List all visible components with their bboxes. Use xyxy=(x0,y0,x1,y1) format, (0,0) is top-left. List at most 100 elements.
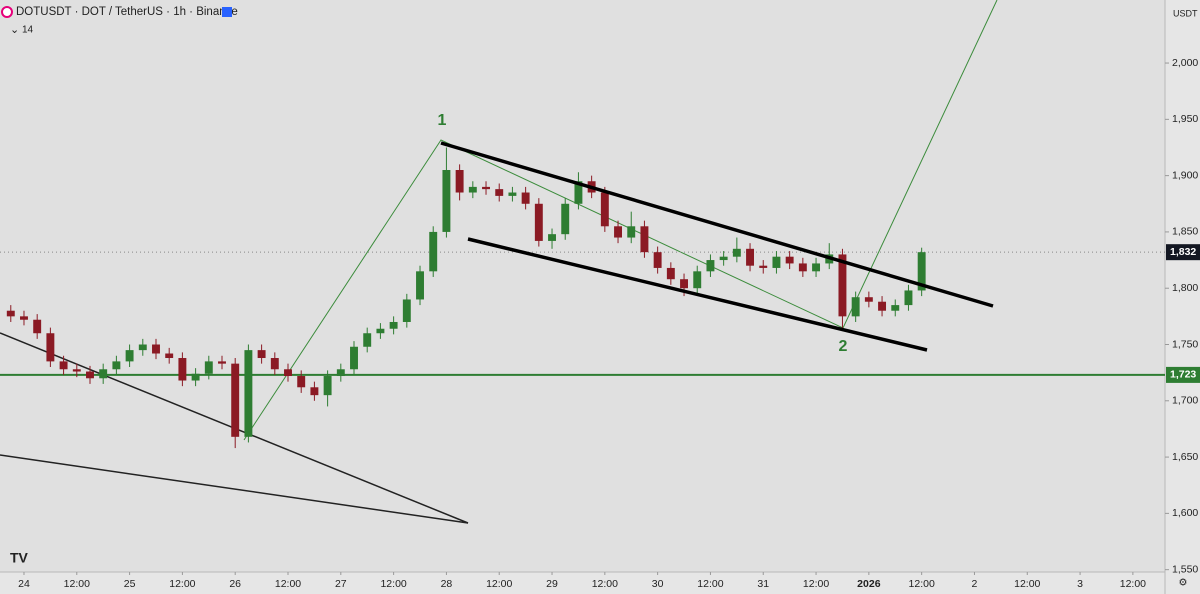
candle-body xyxy=(917,252,926,291)
y-tick-label: 1,750 xyxy=(1172,338,1198,350)
candle-body xyxy=(270,358,279,370)
candle-body xyxy=(864,297,873,302)
wave-label: 1 xyxy=(438,112,447,129)
candle-body xyxy=(482,186,490,190)
candle-body xyxy=(746,248,755,266)
candle-body xyxy=(891,305,900,311)
x-tick-label: 12:00 xyxy=(275,578,301,590)
candle-body xyxy=(732,248,741,257)
candle-body xyxy=(125,350,134,362)
x-tick-label: 12:00 xyxy=(1120,578,1146,590)
time-axis xyxy=(0,572,1165,594)
y-tick-label: 1,700 xyxy=(1172,395,1198,407)
channel-line xyxy=(440,141,994,308)
candle-body xyxy=(297,376,306,388)
y-tick-label: 2,000 xyxy=(1172,57,1198,69)
channel xyxy=(440,141,994,352)
candle-body xyxy=(402,299,411,322)
candle-body xyxy=(534,203,543,241)
candle-body xyxy=(389,321,398,329)
x-tick-label: 29 xyxy=(546,578,558,590)
candle-body xyxy=(851,297,860,317)
candle-body xyxy=(798,263,807,272)
trend-line xyxy=(0,454,469,524)
currency-label: USDT xyxy=(1173,8,1198,18)
candle-body xyxy=(574,181,583,204)
tv-logo: TV xyxy=(10,550,29,566)
x-tick-label: 12:00 xyxy=(909,578,935,590)
candle-body xyxy=(86,371,94,379)
x-tick-label: 3 xyxy=(1077,578,1083,590)
exchange-flag xyxy=(222,7,232,17)
candle-body xyxy=(627,226,636,238)
x-tick-label: 2 xyxy=(972,578,978,590)
y-tick-label: 1,850 xyxy=(1172,226,1198,238)
candle-body xyxy=(376,328,385,334)
plot-area xyxy=(0,0,1165,572)
indicator-value: 14 xyxy=(22,25,34,36)
candle-body xyxy=(336,369,345,377)
x-tick-label: 12:00 xyxy=(64,578,90,590)
candle-body xyxy=(72,369,81,372)
candle-body xyxy=(363,333,372,347)
candle-body xyxy=(152,344,160,354)
candle-body xyxy=(257,350,266,359)
wave-label: 2 xyxy=(839,338,848,355)
x-tick-label: 31 xyxy=(757,578,769,590)
candle-body xyxy=(416,271,424,300)
x-tick-label: 12:00 xyxy=(380,578,406,590)
candle-body xyxy=(706,260,715,272)
candle-body xyxy=(759,265,768,268)
y-tick-label: 1,550 xyxy=(1172,563,1198,575)
candle-body xyxy=(178,358,187,381)
candle-body xyxy=(191,373,200,381)
y-tick-label: 1,900 xyxy=(1172,169,1198,181)
candle-body xyxy=(59,361,68,370)
y-tick-label: 1,800 xyxy=(1172,282,1198,294)
candle-body xyxy=(614,226,622,238)
x-tick-label: 12:00 xyxy=(803,578,829,590)
candle-body xyxy=(218,361,226,364)
price-tag xyxy=(1166,366,1200,383)
x-tick-label: 12:00 xyxy=(1014,578,1040,590)
candle-body xyxy=(878,301,887,311)
candle-body xyxy=(244,350,253,437)
price-tag xyxy=(1166,244,1200,261)
candle-body xyxy=(719,256,728,261)
candle-body xyxy=(112,361,121,370)
channel-line xyxy=(467,237,928,352)
y-tick-label: 1,600 xyxy=(1172,507,1198,519)
candle-body xyxy=(600,192,609,227)
candle-body xyxy=(350,346,358,370)
candle-body xyxy=(284,369,292,377)
settings-icon[interactable]: ⚙ xyxy=(1179,578,1188,589)
price-tag-label: 1,832 xyxy=(1170,246,1196,258)
candle-body xyxy=(310,387,319,396)
y-tick-label: 1,650 xyxy=(1172,451,1198,463)
x-tick-label: 30 xyxy=(652,578,664,590)
x-tick-label: 12:00 xyxy=(169,578,195,590)
price-tag-label: 1,723 xyxy=(1170,369,1196,381)
y-tick-label: 1,950 xyxy=(1172,113,1198,125)
x-tick-label: 2026 xyxy=(857,578,881,590)
candle-body xyxy=(548,234,556,241)
candle-body xyxy=(429,231,438,272)
candle-body xyxy=(231,363,240,437)
symbol-title: DOTUSDT · DOT / TetherUS · 1h · Binance xyxy=(16,6,238,18)
x-tick-label: 25 xyxy=(124,578,136,590)
candle-body xyxy=(33,319,42,334)
candle-body xyxy=(785,256,794,264)
x-tick-label: 26 xyxy=(229,578,241,590)
candle-body xyxy=(323,376,332,396)
x-tick-label: 12:00 xyxy=(486,578,512,590)
candle-body xyxy=(165,353,174,359)
candle-body xyxy=(204,361,213,374)
candle-body xyxy=(138,344,147,351)
x-tick-label: 28 xyxy=(441,578,453,590)
candle-body xyxy=(666,267,675,280)
candle-body xyxy=(508,192,517,196)
candle-body xyxy=(442,169,451,232)
candles xyxy=(6,147,926,449)
